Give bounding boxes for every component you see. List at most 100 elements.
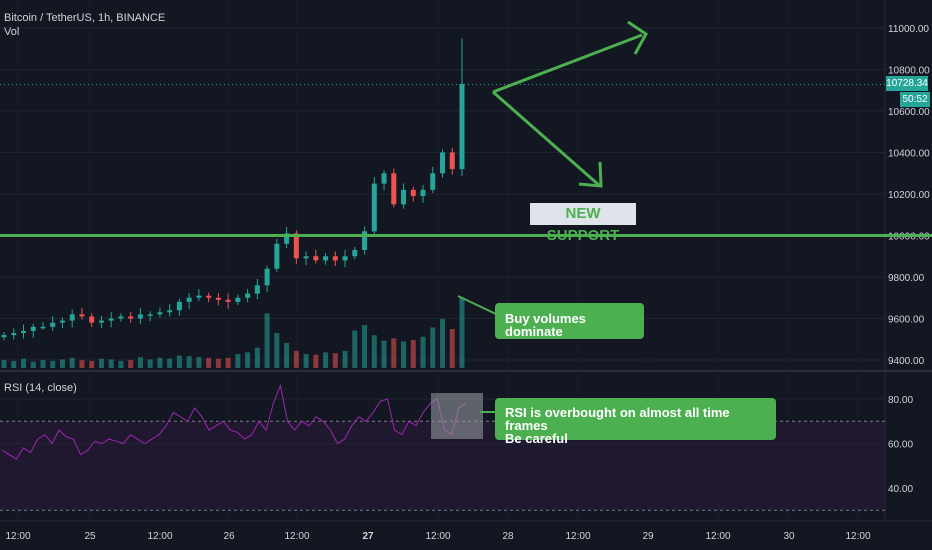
time-tick-label: 27 bbox=[362, 531, 374, 542]
rsi-line bbox=[1, 383, 467, 460]
candle-body bbox=[118, 316, 124, 319]
volume-label: Vol bbox=[4, 26, 20, 38]
forecast-arrow-down bbox=[492, 90, 601, 188]
candle-body bbox=[381, 173, 387, 184]
candle-body bbox=[391, 173, 397, 205]
rsi-annotation-line1: RSI is overbought on almost all time fra… bbox=[505, 405, 730, 433]
volume-bar bbox=[245, 352, 251, 368]
price-tick-label: 11000.00 bbox=[888, 24, 929, 35]
candle-body bbox=[225, 299, 231, 302]
symbol-title: Bitcoin / TetherUS, 1h, BINANCE bbox=[4, 12, 166, 24]
volume-bar bbox=[303, 353, 309, 368]
candle-body bbox=[215, 297, 221, 300]
price-tick-label: 9800.00 bbox=[888, 273, 925, 284]
candle-body bbox=[254, 285, 260, 294]
volume-bar bbox=[391, 338, 397, 368]
candle-body bbox=[98, 320, 104, 323]
volume-bar bbox=[69, 357, 75, 368]
candle-body bbox=[167, 310, 173, 313]
rsi-annotation: RSI is overbought on almost all time fra… bbox=[495, 398, 776, 445]
rsi-tick-label: 80.00 bbox=[888, 395, 913, 406]
volume-bar bbox=[167, 358, 173, 368]
volume-bar bbox=[274, 332, 280, 368]
volume-bar bbox=[20, 358, 26, 368]
volume-bar bbox=[118, 360, 124, 368]
volume-bar bbox=[235, 353, 241, 368]
price-tick-label: 9400.00 bbox=[888, 356, 925, 367]
time-tick-label: 12:00 bbox=[705, 531, 730, 542]
candle-body bbox=[362, 231, 368, 251]
candle-body bbox=[410, 189, 416, 197]
rsi-label: RSI (14, close) bbox=[4, 382, 77, 394]
time-tick-label: 12:00 bbox=[565, 531, 590, 542]
time-tick-label: 12:00 bbox=[845, 531, 870, 542]
time-tick-label: 25 bbox=[84, 531, 96, 542]
volume-bar bbox=[401, 341, 407, 368]
volume-bar bbox=[137, 357, 143, 368]
candle-body bbox=[30, 326, 36, 331]
volume-bar bbox=[186, 356, 192, 368]
candle-body bbox=[245, 293, 251, 298]
candle-body bbox=[157, 312, 163, 315]
rsi-highlight-box bbox=[431, 393, 483, 439]
volume-bar bbox=[362, 325, 368, 368]
time-tick-label: 30 bbox=[783, 531, 795, 542]
candle-body bbox=[352, 250, 358, 257]
time-tick-label: 12:00 bbox=[425, 531, 450, 542]
last-price-badge: 10728.34 bbox=[886, 76, 928, 91]
time-tick-label: 28 bbox=[502, 531, 514, 542]
volume-bar bbox=[40, 360, 46, 368]
candle-body bbox=[323, 256, 329, 261]
candle-body bbox=[449, 152, 455, 170]
volume-bar bbox=[352, 330, 358, 368]
volume-bar bbox=[89, 360, 95, 368]
volume-bar bbox=[254, 347, 260, 368]
candle-body bbox=[371, 183, 377, 232]
candle-body bbox=[284, 233, 290, 244]
price-tick-label: 10400.00 bbox=[888, 149, 930, 160]
candle-body bbox=[293, 233, 299, 259]
candle-body bbox=[11, 333, 17, 336]
volume-bar bbox=[332, 353, 338, 368]
candle-body bbox=[430, 173, 436, 190]
forecast-arrowhead-up bbox=[627, 20, 648, 55]
candle-body bbox=[196, 295, 202, 298]
volume-annotation-text: Buy volumes dominate bbox=[505, 311, 586, 339]
candle-body bbox=[137, 314, 143, 319]
candle-body bbox=[108, 318, 114, 321]
candle-body bbox=[274, 243, 280, 269]
candle-body bbox=[147, 314, 153, 316]
candle-body bbox=[176, 301, 182, 311]
candle-body bbox=[89, 316, 95, 323]
volume-bar bbox=[225, 357, 231, 368]
candle-body bbox=[50, 322, 56, 327]
volume-bar bbox=[371, 335, 377, 368]
price-tick-label: 10200.00 bbox=[888, 190, 930, 201]
volume-bar bbox=[430, 327, 436, 368]
volume-bar bbox=[108, 359, 114, 368]
volume-bar bbox=[342, 350, 348, 368]
volume-bar bbox=[176, 355, 182, 368]
volume-callout-pointer bbox=[457, 295, 497, 315]
price-tick-label: 10800.00 bbox=[888, 66, 930, 77]
volume-bar bbox=[157, 357, 163, 368]
time-tick-label: 26 bbox=[223, 531, 235, 542]
time-tick-label: 29 bbox=[642, 531, 654, 542]
volume-bar bbox=[11, 360, 17, 368]
time-tick-label: 12:00 bbox=[284, 531, 309, 542]
time-tick-label: 12:00 bbox=[5, 531, 30, 542]
candle-body bbox=[69, 314, 75, 321]
volume-bar bbox=[215, 358, 221, 368]
time-tick-label: 12:00 bbox=[147, 531, 172, 542]
volume-bar bbox=[147, 359, 153, 368]
candle-body bbox=[79, 314, 85, 317]
volume-bar bbox=[293, 350, 299, 368]
candle-body bbox=[59, 320, 65, 323]
volume-bar bbox=[313, 354, 319, 368]
price-tick-label: 9600.00 bbox=[888, 315, 925, 326]
volume-bar bbox=[30, 361, 36, 368]
new-support-label: NEW SUPPORT bbox=[530, 203, 636, 244]
volume-bar bbox=[323, 352, 329, 368]
candle-body bbox=[206, 295, 212, 298]
